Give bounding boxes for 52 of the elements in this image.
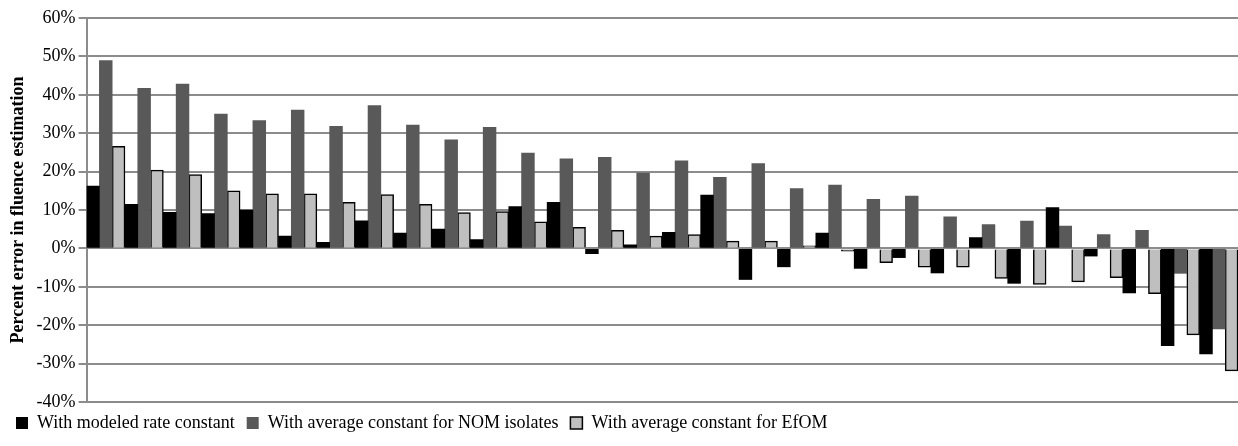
bar [290,109,305,248]
bar [137,87,151,248]
bar [252,120,267,248]
bar [789,188,804,248]
bar [444,139,458,248]
y-tick-label: -30% [36,352,76,373]
bar [777,249,791,268]
legend-label: With average constant for EfOM [591,411,828,432]
y-tick-label: 30% [42,121,76,142]
bar [86,185,100,248]
y-tick-label: 10% [42,198,76,219]
bar [329,125,343,248]
bar [585,249,599,255]
bar [674,160,689,248]
y-tick-label: 50% [42,45,76,66]
bar [367,105,382,248]
bar [406,124,420,248]
bar [1058,225,1073,248]
y-tick-label: 60% [42,6,76,27]
bar [738,249,753,280]
bar [969,237,983,248]
bar [175,83,190,248]
bar [1020,220,1034,248]
y-tick-label: -20% [36,313,76,334]
bar [559,158,574,248]
y-tick-label: -40% [36,390,76,411]
legend-label: With average constant for NOM isolates [267,411,559,432]
bar [482,127,497,248]
bar [828,184,842,248]
y-tick-label: 0% [51,237,76,258]
bar [636,172,650,248]
bar [905,195,919,248]
y-tick-label: 20% [42,160,76,181]
legend-label: With modeled rate constant [37,411,235,432]
bar [1135,230,1149,248]
bar [1173,249,1188,274]
y-tick-label: -10% [36,275,76,296]
bar [866,198,881,248]
bar [521,152,535,248]
bar [598,157,612,248]
bar [1045,207,1060,248]
bar [1212,249,1226,330]
bar [99,60,113,248]
bar [713,177,727,248]
y-axis-title: Percent error in fluence estimation [7,76,28,344]
bar [214,113,228,248]
bar [981,224,996,248]
y-tick-label: 40% [42,83,76,104]
bar [1096,234,1111,248]
bar [815,232,829,248]
bar [751,163,765,248]
bar [943,216,957,248]
